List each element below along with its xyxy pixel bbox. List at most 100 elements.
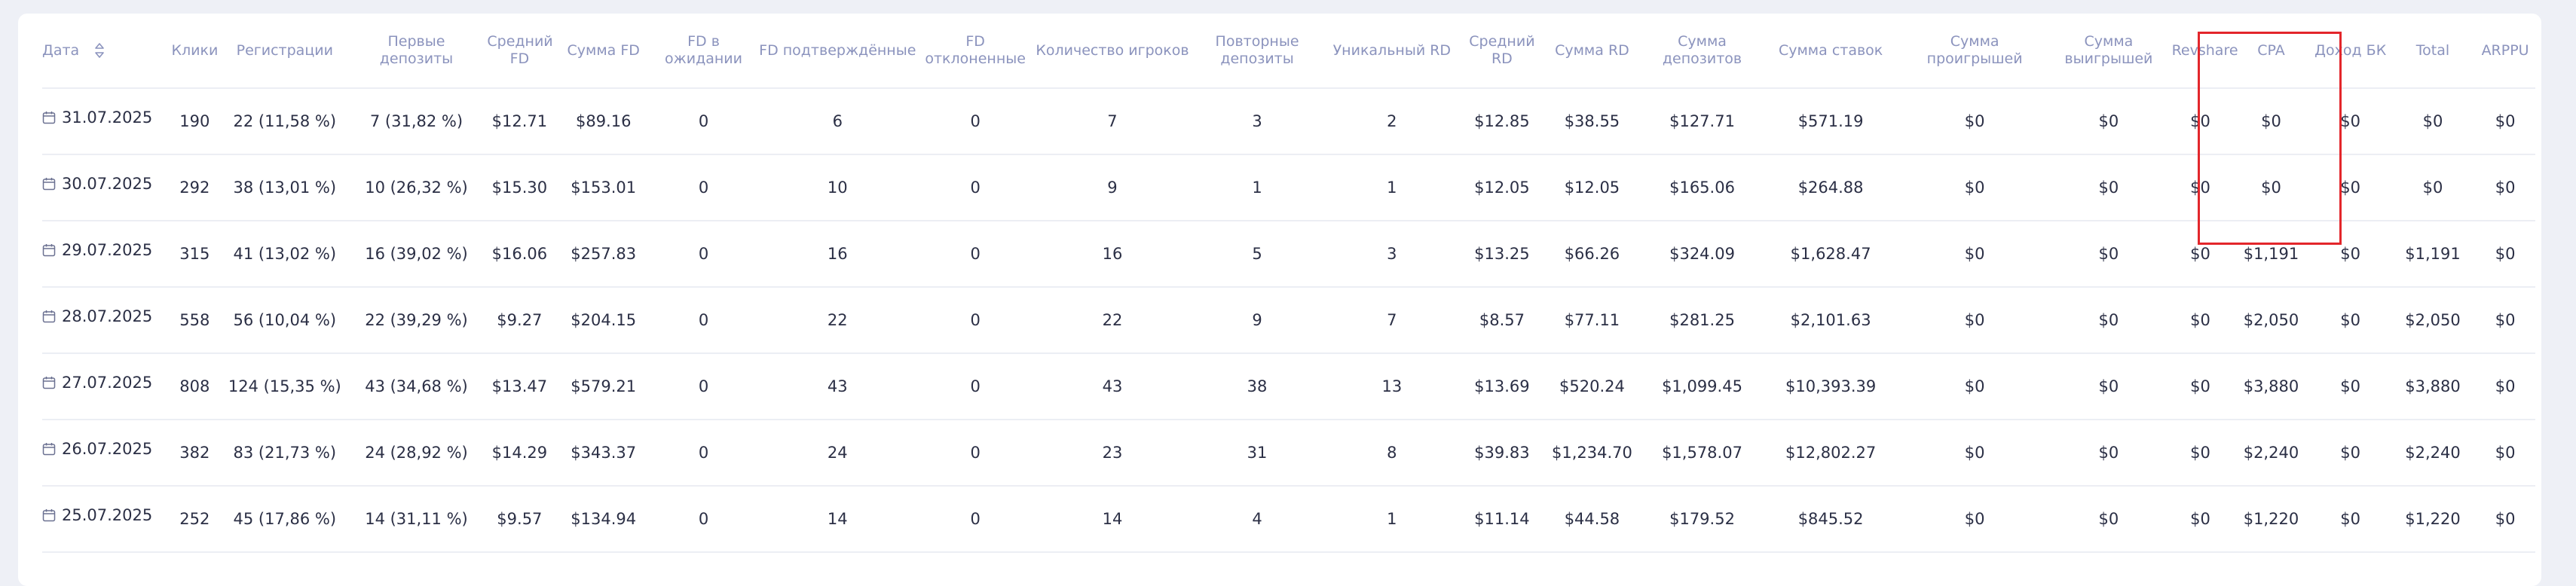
date-with-icon: 31.07.2025 [42, 108, 152, 127]
cell-repeat-dep: 38 [1194, 353, 1320, 420]
header-sum-fd[interactable]: Сумма FD [555, 14, 653, 89]
header-total[interactable]: Total [2390, 14, 2476, 89]
header-sum-losses[interactable]: Сумма проигрышей [1901, 14, 2049, 89]
table-row: 28.07.2025 558 56 (10,04 %) 22 (39,29 %) $9.… [42, 287, 2535, 354]
cell-sum-dep: $165.06 [1643, 154, 1761, 221]
cell-total: $2,050 [2390, 287, 2476, 354]
cell-unique-rd: 1 [1320, 154, 1464, 221]
header-sum-bets[interactable]: Сумма ставок [1761, 14, 1901, 89]
cell-sum-win: $0 [2048, 88, 2169, 155]
header-unique-rd[interactable]: Уникальный RD [1320, 14, 1464, 89]
cell-total: $3,880 [2390, 353, 2476, 420]
cell-repeat-dep: 1 [1194, 154, 1320, 221]
header-players[interactable]: Количество игроков [1030, 14, 1195, 89]
cell-players: 7 [1030, 88, 1195, 155]
cell-revshare: $0 [2168, 221, 2232, 288]
cell-bk-income: $0 [2310, 154, 2391, 221]
header-fd-pending[interactable]: FD в ожидании [652, 14, 755, 89]
header-bk-income[interactable]: Доход БК [2310, 14, 2391, 89]
calendar-icon [42, 244, 56, 257]
date-label: 30.07.2025 [62, 175, 153, 193]
cell-sum-bets: $264.88 [1761, 154, 1901, 221]
cell-fd-rejected: 0 [919, 221, 1031, 288]
cell-sum-rd: $44.58 [1540, 486, 1644, 553]
header-sum-deposits[interactable]: Сумма депозитов [1643, 14, 1761, 89]
cell-sum-loss: $0 [1901, 221, 2049, 288]
cell-revshare: $0 [2168, 353, 2232, 420]
header-fd-confirmed[interactable]: FD подтверждённые [754, 14, 920, 89]
calendar-icon [42, 111, 56, 124]
header-cpa[interactable]: CPA [2232, 14, 2311, 89]
cell-unique-rd: 1 [1320, 486, 1464, 553]
cell-date: 28.07.2025 [42, 287, 169, 354]
header-clicks[interactable]: Клики [168, 14, 221, 89]
header-avg-rd[interactable]: Средний RD [1463, 14, 1540, 89]
cell-sum-loss: $0 [1901, 486, 2049, 553]
cell-sum-rd: $1,234.70 [1540, 420, 1644, 487]
cell-repeat-dep: 5 [1194, 221, 1320, 288]
cell-avg-fd: $15.30 [484, 154, 555, 221]
date-label: 31.07.2025 [62, 108, 153, 127]
header-revshare[interactable]: Revshare [2168, 14, 2238, 89]
cell-regs: 45 (17,86 %) [221, 486, 349, 553]
cell-sum-dep: $127.71 [1643, 88, 1761, 155]
cell-arppu: $0 [2475, 420, 2535, 487]
table-row: 30.07.2025 292 38 (13,01 %) 10 (26,32 %) $15… [42, 154, 2535, 221]
cell-bk-income: $0 [2310, 420, 2391, 487]
cell-sum-loss: $0 [1901, 420, 2049, 487]
cell-sum-win: $0 [2048, 154, 2169, 221]
cell-avg-rd: $8.57 [1463, 287, 1540, 354]
cell-date: 30.07.2025 [42, 154, 169, 221]
table-body: 31.07.2025 190 22 (11,58 %) 7 (31,82 %) $12.… [42, 88, 2535, 553]
header-repeat-deposits[interactable]: Повторные депозиты [1194, 14, 1320, 89]
header-first-deposits[interactable]: Первые депозиты [348, 14, 485, 89]
date-with-icon: 30.07.2025 [42, 175, 152, 193]
cell-cpa: $0 [2232, 154, 2311, 221]
cell-fd-pending: 0 [652, 221, 755, 288]
cell-clicks: 558 [168, 287, 221, 354]
cell-players: 23 [1030, 420, 1195, 487]
table-header-row: Дата Клики Регистрации Первые депозиты С… [42, 14, 2535, 89]
cell-players: 16 [1030, 221, 1195, 288]
sort-updown-icon[interactable] [94, 42, 105, 59]
header-arppu[interactable]: ARPPU [2475, 14, 2535, 89]
cell-fd-rejected: 0 [919, 486, 1031, 553]
stats-table: Дата Клики Регистрации Первые депозиты С… [42, 14, 2535, 553]
header-registrations[interactable]: Регистрации [221, 14, 349, 89]
cell-fd-rejected: 0 [919, 287, 1031, 354]
cell-clicks: 190 [168, 88, 221, 155]
cell-fd: 16 (39,02 %) [348, 221, 485, 288]
cell-sum-bets: $1,628.47 [1761, 221, 1901, 288]
cell-fd-pending: 0 [652, 287, 755, 354]
cell-avg-rd: $39.83 [1463, 420, 1540, 487]
cell-fd-pending: 0 [652, 420, 755, 487]
cell-unique-rd: 8 [1320, 420, 1464, 487]
cell-fd: 14 (31,11 %) [348, 486, 485, 553]
header-fd-rejected[interactable]: FD отклоненные [919, 14, 1031, 89]
cell-fd-pending: 0 [652, 154, 755, 221]
cell-sum-dep: $179.52 [1643, 486, 1761, 553]
cell-regs: 56 (10,04 %) [221, 287, 349, 354]
cell-clicks: 292 [168, 154, 221, 221]
cell-fd: 24 (28,92 %) [348, 420, 485, 487]
cell-fd: 7 (31,82 %) [348, 88, 485, 155]
cell-sum-rd: $12.05 [1540, 154, 1644, 221]
cell-sum-rd: $66.26 [1540, 221, 1644, 288]
header-date[interactable]: Дата [42, 14, 169, 89]
cell-revshare: $0 [2168, 88, 2232, 155]
date-with-icon: 28.07.2025 [42, 307, 152, 325]
cell-sum-loss: $0 [1901, 88, 2049, 155]
cell-players: 9 [1030, 154, 1195, 221]
cell-unique-rd: 7 [1320, 287, 1464, 354]
header-sum-rd[interactable]: Сумма RD [1540, 14, 1644, 89]
cell-fd-rejected: 0 [919, 420, 1031, 487]
cell-avg-rd: $12.05 [1463, 154, 1540, 221]
cell-total: $1,220 [2390, 486, 2476, 553]
calendar-icon [42, 178, 56, 191]
cell-bk-income: $0 [2310, 353, 2391, 420]
header-avg-fd[interactable]: Средний FD [484, 14, 555, 89]
date-label: 27.07.2025 [62, 374, 153, 392]
date-with-icon: 29.07.2025 [42, 241, 152, 259]
cell-fd-pending: 0 [652, 88, 755, 155]
header-sum-wins[interactable]: Сумма выигрышей [2048, 14, 2169, 89]
